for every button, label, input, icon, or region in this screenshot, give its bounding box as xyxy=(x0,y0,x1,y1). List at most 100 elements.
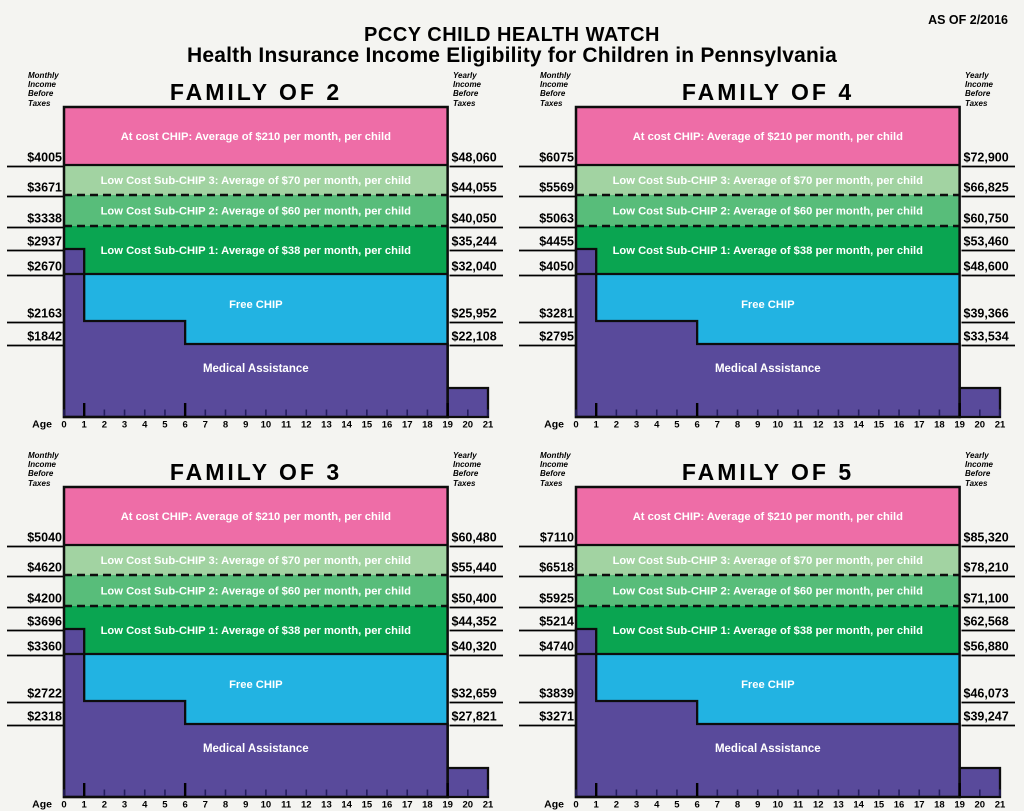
band-sub-chip-2 xyxy=(576,575,960,606)
age-tick-label: 15 xyxy=(874,420,885,431)
age-tick-label: 6 xyxy=(694,800,699,811)
band-sub-chip-2 xyxy=(64,195,448,226)
yearly-income-label: $39,247 xyxy=(964,710,1009,724)
monthly-income-label: $4200 xyxy=(27,592,62,606)
monthly-income-label: $2670 xyxy=(27,260,62,274)
panel-title: FAMILY OF 4 xyxy=(681,79,855,105)
age-tick-label: 12 xyxy=(301,800,312,811)
yearly-income-label: $72,900 xyxy=(964,151,1009,165)
age-tick-label: 16 xyxy=(382,800,393,811)
age-tick-label: 7 xyxy=(203,800,208,811)
age-tick-label: 0 xyxy=(573,420,578,431)
age-tick-label: 16 xyxy=(894,800,905,811)
age-tick-label: 18 xyxy=(422,800,433,811)
age-tick-label: 17 xyxy=(402,420,413,431)
band-sub-chip-1-label: Low Cost Sub-CHIP 1: Average of $38 per … xyxy=(613,625,924,637)
monthly-income-label: $6518 xyxy=(539,561,574,575)
band-medical-assistance-label: Medical Assistance xyxy=(715,743,821,755)
age-tick-label: 2 xyxy=(614,800,619,811)
yearly-income-label: $56,880 xyxy=(964,640,1009,654)
monthly-income-label: $4740 xyxy=(539,640,574,654)
age-tick-label: 21 xyxy=(483,800,494,811)
age-tick-label: 12 xyxy=(301,420,312,431)
age-tick-label: 14 xyxy=(341,420,352,431)
yearly-income-label: $50,400 xyxy=(452,592,497,606)
age-tick-label: 15 xyxy=(874,800,885,811)
age-tick-label: 11 xyxy=(281,800,292,811)
band-sub-chip-1-label: Low Cost Sub-CHIP 1: Average of $38 per … xyxy=(101,245,412,257)
age-tick-label: 3 xyxy=(634,420,639,431)
main-subtitle: Health Insurance Income Eligibility for … xyxy=(187,44,837,67)
monthly-income-label: $5214 xyxy=(539,615,574,629)
band-sub-chip-3-label: Low Cost Sub-CHIP 3: Average of $70 per … xyxy=(613,555,924,567)
age-tick-label: 5 xyxy=(162,420,168,431)
monthly-income-label: $3281 xyxy=(539,307,574,321)
age-tick-label: 4 xyxy=(654,420,660,431)
band-at-cost-chip xyxy=(64,107,448,165)
band-sub-chip-3 xyxy=(64,165,448,195)
age-tick-label: 19 xyxy=(442,800,453,811)
age-tick-label: 9 xyxy=(755,800,760,811)
panel-family-of-3: Monthly Income Before Taxes Yearly Incom… xyxy=(0,450,508,811)
age-tick-label: 10 xyxy=(773,420,784,431)
age-tick-label: 17 xyxy=(402,800,413,811)
age-tick-label: 8 xyxy=(735,420,740,431)
eligibility-chart: At cost CHIP: Average of $210 per month,… xyxy=(0,70,508,440)
age-tick-label: 7 xyxy=(715,420,720,431)
age-tick-label: 8 xyxy=(223,800,228,811)
age-tick-label: 6 xyxy=(182,800,187,811)
age-tick-label: 14 xyxy=(341,800,352,811)
yearly-income-label: $71,100 xyxy=(964,592,1009,606)
monthly-income-label: $3338 xyxy=(27,212,62,226)
age-tick-label: 16 xyxy=(894,420,905,431)
age-tick-label: 9 xyxy=(755,420,760,431)
age-tick-label: 4 xyxy=(654,800,660,811)
yearly-income-label: $53,460 xyxy=(964,235,1009,249)
band-free-chip-label: Free CHIP xyxy=(741,679,795,691)
yearly-income-label: $40,050 xyxy=(452,212,497,226)
yearly-income-label: $39,366 xyxy=(964,307,1009,321)
monthly-income-label: $5569 xyxy=(539,181,574,195)
monthly-income-label: $3271 xyxy=(539,710,574,724)
band-free-chip-label: Free CHIP xyxy=(741,299,795,311)
monthly-income-label: $2795 xyxy=(539,330,574,344)
yearly-income-label: $60,750 xyxy=(964,212,1009,226)
monthly-income-label: $4005 xyxy=(27,151,62,165)
age-tick-label: 1 xyxy=(594,800,600,811)
age-tick-label: 18 xyxy=(934,420,945,431)
yearly-income-label: $44,352 xyxy=(452,615,497,629)
age-axis-label: Age xyxy=(544,799,564,811)
yearly-income-label: $40,320 xyxy=(452,640,497,654)
main-title: PCCY CHILD HEALTH WATCH xyxy=(364,24,660,46)
yearly-income-label: $48,600 xyxy=(964,260,1009,274)
chart-svg: At cost CHIP: Average of $210 per month,… xyxy=(519,485,1015,811)
band-free-chip-label: Free CHIP xyxy=(229,299,283,311)
age-tick-label: 14 xyxy=(853,800,864,811)
age-tick-label: 13 xyxy=(833,420,844,431)
age-tick-label: 13 xyxy=(833,800,844,811)
age-tick-label: 2 xyxy=(102,420,107,431)
chart-svg: At cost CHIP: Average of $210 per month,… xyxy=(519,105,1015,431)
age-tick-label: 1 xyxy=(82,420,88,431)
yearly-income-axis-header: Yearly Income Before Taxes xyxy=(965,71,994,108)
age-tick-label: 0 xyxy=(61,800,66,811)
age-tick-label: 4 xyxy=(142,420,148,431)
yearly-income-label: $78,210 xyxy=(964,561,1009,575)
yearly-income-label: $35,244 xyxy=(452,235,497,249)
yearly-income-label: $44,055 xyxy=(452,181,497,195)
age-tick-label: 5 xyxy=(674,420,680,431)
age-tick-label: 19 xyxy=(954,800,965,811)
monthly-income-label: $2318 xyxy=(27,710,62,724)
monthly-income-label: $6075 xyxy=(539,151,574,165)
band-at-cost-chip xyxy=(576,107,960,165)
band-at-cost-chip xyxy=(576,487,960,545)
yearly-income-axis-header: Yearly Income Before Taxes xyxy=(453,451,482,488)
monthly-income-label: $5925 xyxy=(539,592,574,606)
age-tick-label: 14 xyxy=(853,420,864,431)
age-tick-label: 8 xyxy=(223,420,228,431)
band-sub-chip-3 xyxy=(576,545,960,575)
band-at-cost-chip xyxy=(64,487,448,545)
eligibility-chart: At cost CHIP: Average of $210 per month,… xyxy=(512,450,1020,811)
monthly-income-label: $3671 xyxy=(27,181,62,195)
